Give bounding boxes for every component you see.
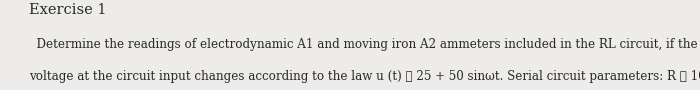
Text: Exercise 1: Exercise 1 (29, 3, 107, 17)
Text: Determine the readings of electrodynamic A1 and moving iron A2 ammeters included: Determine the readings of electrodynamic… (29, 38, 698, 51)
Text: voltage at the circuit input changes according to the law u (t) ≝ 25 + 50 sinωt.: voltage at the circuit input changes acc… (29, 70, 700, 83)
